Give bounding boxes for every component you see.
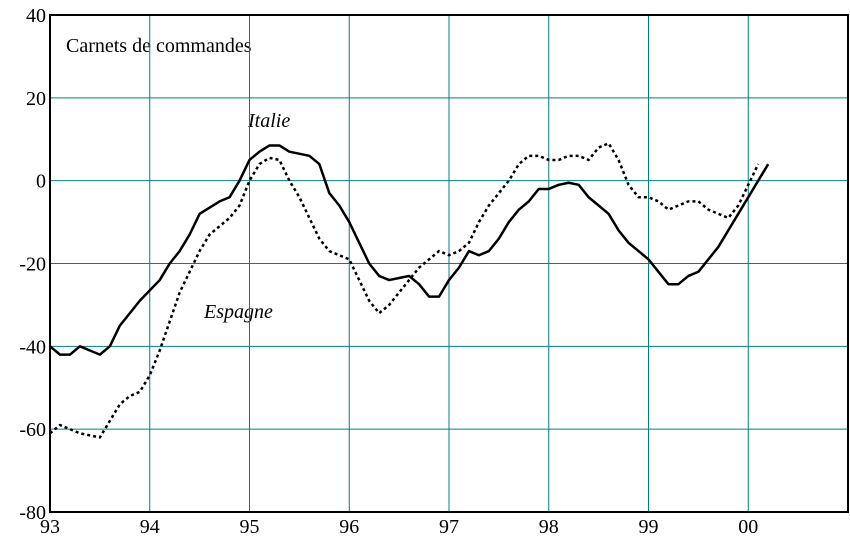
x-tick-label: 94 <box>140 516 160 537</box>
x-tick-label: 98 <box>539 516 559 537</box>
x-tick-label: 00 <box>738 516 758 537</box>
y-tick-label: 0 <box>36 171 46 193</box>
series-line <box>49 142 760 439</box>
plot-frame <box>49 14 849 513</box>
x-tick-label: 96 <box>339 516 359 537</box>
series-line <box>49 144 770 356</box>
y-tick-label: 40 <box>26 5 46 27</box>
x-tick-label: 97 <box>439 516 459 537</box>
x-tick-label: 95 <box>240 516 260 537</box>
x-tick-label: 99 <box>639 516 659 537</box>
series-label: Italie <box>247 110 290 132</box>
y-tick-label: 20 <box>26 88 46 110</box>
y-tick-label: -20 <box>19 254 46 276</box>
y-tick-label: -80 <box>19 502 46 524</box>
y-tick-label: -40 <box>19 336 46 358</box>
x-tick-label: 93 <box>40 516 60 537</box>
chart-title: Carnets de commandes <box>66 35 252 57</box>
y-tick-label: -60 <box>19 419 46 441</box>
series-label: Espagne <box>203 301 273 323</box>
